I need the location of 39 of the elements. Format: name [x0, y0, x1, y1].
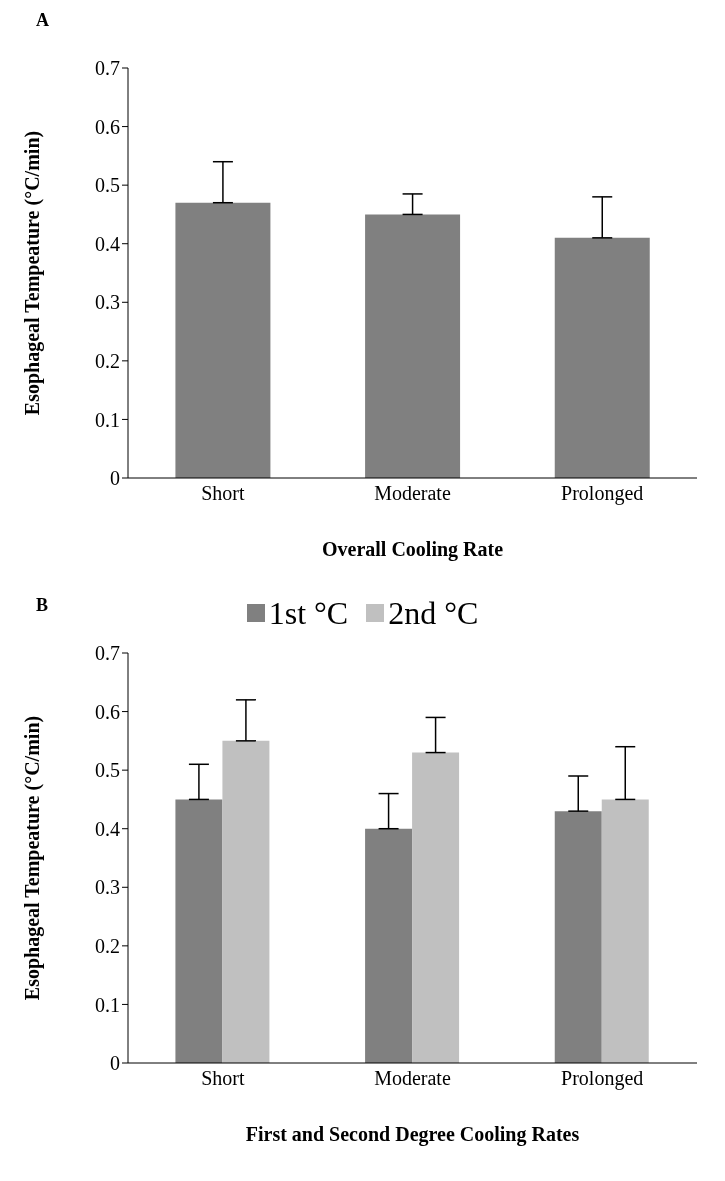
- x-tick-label: Moderate: [374, 482, 451, 505]
- bar: [365, 214, 461, 478]
- legend-label: 2nd °C: [388, 594, 479, 632]
- bar: [412, 752, 460, 1063]
- x-axis-title: First and Second Degree Cooling Rates: [244, 1123, 581, 1146]
- y-tick-label: 0.4: [95, 232, 120, 255]
- bar: [365, 828, 413, 1063]
- bar: [222, 740, 270, 1063]
- y-tick-label: 0.6: [95, 700, 120, 723]
- text: A: [36, 10, 49, 31]
- bar: [554, 811, 602, 1063]
- y-tick-label: 0.7: [95, 57, 120, 80]
- y-tick-label: 0.6: [95, 115, 120, 138]
- y-tick-label: 0.2: [95, 934, 120, 957]
- y-tick-label: 0.2: [95, 349, 120, 372]
- y-axis-title: Esophageal Tempeature (°C/min): [21, 715, 45, 1001]
- y-tick-label: 0.1: [95, 993, 120, 1016]
- y-tick-label: 0.3: [95, 291, 120, 314]
- y-tick-label: 0.1: [95, 408, 120, 431]
- y-tick-label: 0: [110, 467, 120, 490]
- x-axis-title: Overall Cooling Rate: [320, 538, 505, 561]
- x-tick-label: Moderate: [374, 1067, 451, 1090]
- y-tick-label: 0.7: [95, 642, 120, 665]
- y-axis-title: Esophageal Tempeature (°C/min): [21, 130, 45, 416]
- bar: [175, 202, 271, 478]
- x-tick-label: Short: [201, 482, 245, 505]
- x-tick-label: Short: [201, 1067, 245, 1090]
- bar: [554, 237, 650, 478]
- text: B: [36, 595, 49, 616]
- x-tick-label: Prolonged: [561, 1067, 644, 1091]
- y-tick-label: 0.5: [95, 759, 120, 782]
- y-tick-label: 0.3: [95, 876, 120, 899]
- y-tick-label: 0.5: [95, 174, 120, 197]
- y-tick-label: 0: [110, 1052, 120, 1075]
- legend-label: 1st °C: [268, 594, 349, 632]
- y-tick-label: 0.4: [95, 817, 120, 840]
- bar: [601, 799, 649, 1063]
- x-tick-label: Prolonged: [561, 482, 644, 506]
- bar: [175, 799, 223, 1063]
